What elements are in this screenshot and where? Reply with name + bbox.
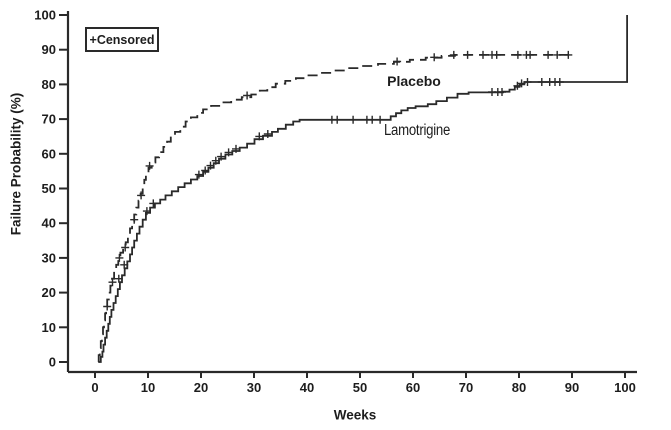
censor-mark-placebo: [103, 302, 112, 311]
censor-mark-placebo: [393, 57, 402, 66]
censor-mark-placebo: [564, 50, 573, 59]
censor-mark-lamotrigine: [498, 88, 506, 96]
censor-mark-lamotrigine: [232, 144, 240, 153]
censor-mark-placebo: [115, 253, 124, 262]
censor-mark-placebo: [243, 91, 252, 100]
censor-mark-placebo: [492, 50, 501, 59]
y-tick-label: 20: [42, 285, 56, 300]
censor-mark-lamotrigine: [263, 130, 272, 138]
censor-mark-placebo: [137, 191, 146, 200]
x-tick-label: 70: [459, 380, 473, 395]
x-tick-label: 90: [565, 380, 579, 395]
x-tick-label: 100: [614, 380, 636, 395]
axis-lines: [66, 11, 637, 374]
x-tick-label: 60: [406, 380, 420, 395]
y-tick-label: 40: [42, 216, 56, 231]
censor-mark-placebo: [513, 50, 522, 59]
y-tick-label: 50: [42, 181, 56, 196]
y-tick-label: 80: [42, 77, 56, 92]
x-tick-label: 40: [300, 380, 314, 395]
censor-mark-lamotrigine: [513, 81, 522, 90]
censor-mark-lamotrigine: [349, 115, 358, 124]
censor-mark-lamotrigine: [120, 260, 129, 269]
y-axis-title: Failure Probability (%): [8, 92, 24, 236]
censor-mark-lamotrigine: [206, 161, 215, 170]
y-tick-label: 100: [34, 8, 56, 23]
y-tick-label: 30: [42, 250, 56, 265]
censor-mark-placebo: [553, 50, 562, 59]
censor-mark-lamotrigine: [217, 152, 226, 161]
censor-mark-placebo: [145, 161, 154, 170]
censor-mark-lamotrigine: [555, 78, 564, 86]
censor-mark-lamotrigine: [201, 166, 210, 175]
censor-mark-placebo: [108, 278, 117, 287]
censor-mark-lamotrigine: [255, 132, 264, 141]
censor-mark-lamotrigine: [517, 79, 526, 88]
lamotrigine-curve: [99, 15, 628, 363]
censor-mark-placebo: [121, 243, 130, 252]
censor-mark-placebo: [479, 50, 487, 59]
censor-mark-lamotrigine: [376, 115, 385, 124]
censor-mark-lamotrigine: [194, 170, 203, 179]
placebo-curve: [97, 54, 572, 363]
censor-mark-placebo: [463, 50, 472, 59]
censor-mark-placebo: [449, 50, 458, 59]
x-tick-label: 30: [247, 380, 261, 395]
censor-mark-placebo: [526, 50, 535, 59]
censor-mark-lamotrigine: [537, 78, 546, 86]
censor-mark-lamotrigine: [333, 115, 342, 124]
x-tick-label: 0: [91, 380, 98, 395]
x-tick-label: 20: [194, 380, 208, 395]
y-tick-label: 10: [42, 320, 56, 335]
x-tick-label: 50: [353, 380, 367, 395]
y-tick-label: 60: [42, 146, 56, 161]
y-tick-label: 70: [42, 112, 56, 127]
censor-mark-lamotrigine: [149, 199, 158, 208]
censor-mark-lamotrigine: [368, 115, 377, 124]
censored-legend-label: +Censored: [89, 32, 155, 47]
censor-mark-lamotrigine: [114, 274, 123, 283]
censor-mark-lamotrigine: [211, 156, 220, 165]
x-axis-title: Weeks: [333, 407, 377, 423]
y-tick-label: 90: [42, 42, 56, 57]
censor-mark-placebo: [130, 215, 139, 224]
censor-mark-placebo: [544, 50, 553, 59]
censor-mark-lamotrigine: [142, 207, 151, 216]
y-tick-label: 0: [49, 355, 56, 370]
censor-mark-lamotrigine: [523, 78, 532, 86]
censored-legend-box: +Censored: [85, 27, 159, 52]
lamotrigine-series-label: Lamotrigine: [383, 122, 451, 139]
placebo-series-label: Placebo: [387, 73, 441, 89]
x-tick-label: 80: [512, 380, 526, 395]
x-tick-label: 10: [141, 380, 155, 395]
censor-mark-lamotrigine: [224, 148, 233, 157]
censor-mark-placebo: [430, 53, 439, 62]
